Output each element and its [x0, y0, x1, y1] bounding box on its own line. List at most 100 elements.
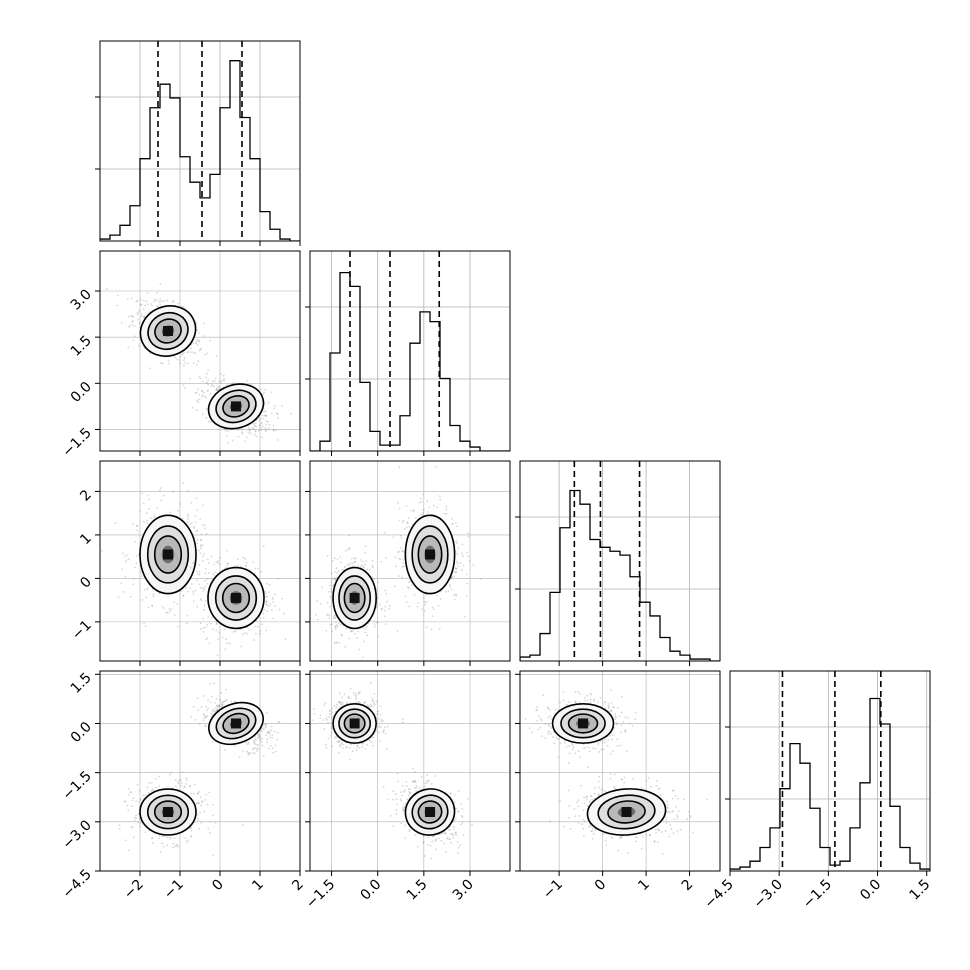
scatter-point	[168, 608, 171, 611]
scatter-point	[198, 801, 200, 804]
scatter-point	[179, 362, 182, 365]
scatter-point	[202, 322, 205, 325]
scatter-point	[413, 509, 415, 511]
scatter-point	[331, 630, 333, 633]
scatter-point	[278, 608, 281, 611]
scatter-point	[202, 608, 205, 611]
y-tick-label: 0	[77, 574, 95, 592]
scatter-point	[265, 629, 268, 632]
scatter-point	[457, 810, 460, 813]
scatter-point	[202, 555, 205, 557]
scatter-point	[241, 432, 244, 435]
scatter-point	[368, 569, 371, 571]
scatter-point	[261, 425, 264, 428]
scatter-point	[202, 627, 205, 629]
scatter-point	[397, 551, 399, 554]
scatter-point	[186, 351, 189, 354]
scatter-point	[220, 704, 223, 706]
scatter-point	[376, 729, 378, 732]
scatter-point	[424, 603, 426, 606]
scatter-point	[377, 621, 380, 623]
scatter-point	[423, 597, 425, 600]
scatter-point	[179, 356, 182, 358]
scatter-point	[448, 828, 450, 831]
scatter-point	[247, 427, 250, 429]
scatter-point	[127, 849, 130, 852]
scatter-point	[440, 839, 443, 842]
scatter-point	[186, 513, 189, 516]
scatter-point	[132, 339, 135, 342]
scatter-point	[130, 826, 133, 829]
scatter-point	[254, 743, 257, 746]
scatter-point	[258, 736, 260, 738]
scatter-point	[263, 391, 265, 394]
scatter-point	[182, 364, 185, 367]
scatter-point	[197, 817, 199, 820]
scatter-point	[362, 565, 364, 568]
scatter-point	[254, 422, 257, 425]
scatter-point	[284, 638, 287, 640]
scatter-point	[333, 614, 336, 617]
scatter-point	[406, 586, 409, 589]
scatter-point	[416, 605, 419, 608]
scatter-point	[181, 517, 184, 520]
scatter-point	[192, 567, 195, 570]
scatter-point	[140, 315, 143, 318]
scatter-point	[445, 505, 448, 508]
scatter-point	[364, 748, 366, 750]
scatter-point	[146, 786, 149, 789]
scatter-point	[172, 490, 175, 493]
scatter-point	[133, 819, 136, 822]
scatter-point	[138, 801, 140, 803]
scatter-point	[451, 833, 454, 835]
scatter-point	[222, 701, 225, 703]
scatter-point	[201, 587, 204, 590]
scatter-point	[247, 754, 250, 756]
scatter-point	[237, 435, 240, 438]
scatter-point	[460, 815, 463, 817]
scatter-point	[450, 523, 453, 526]
scatter-point	[198, 573, 201, 576]
scatter-point	[148, 311, 151, 313]
scatter-point	[145, 596, 147, 599]
scatter-point	[257, 625, 259, 628]
scatter-point	[263, 410, 265, 413]
scatter-point	[412, 510, 415, 513]
scatter-point	[147, 498, 150, 501]
scatter-point	[254, 425, 256, 428]
density-peak	[231, 401, 241, 412]
scatter-point	[349, 562, 352, 565]
scatter-point	[422, 840, 425, 843]
scatter-point	[143, 589, 146, 591]
scatter-point	[258, 423, 261, 426]
scatter-point	[201, 800, 203, 802]
scatter-point	[337, 570, 340, 573]
scatter-point	[207, 379, 210, 381]
scatter-point	[333, 641, 336, 644]
scatter-point	[449, 838, 451, 841]
scatter-point	[379, 560, 382, 563]
y-tick-label: 1	[77, 530, 95, 548]
scatter-point	[399, 798, 402, 801]
scatter-point	[224, 429, 227, 432]
scatter-point	[462, 564, 465, 567]
scatter-point	[335, 624, 338, 627]
scatter-point	[336, 571, 339, 574]
scatter-point	[237, 429, 240, 432]
scatter-point	[199, 545, 202, 548]
scatter-point	[234, 700, 237, 703]
scatter-point	[254, 567, 257, 570]
scatter-point	[265, 725, 268, 728]
scatter-point	[141, 492, 143, 495]
panel-frame	[309, 460, 511, 662]
scatter-point	[257, 743, 260, 746]
scatter-point	[205, 382, 208, 385]
scatter-point	[139, 509, 142, 512]
scatter-point	[214, 707, 217, 709]
scatter-point	[258, 736, 261, 739]
scatter-point	[258, 734, 260, 737]
scatter-point	[334, 577, 336, 580]
scatter-point	[174, 785, 177, 788]
scatter-point	[454, 832, 457, 834]
scatter-point	[353, 560, 356, 563]
